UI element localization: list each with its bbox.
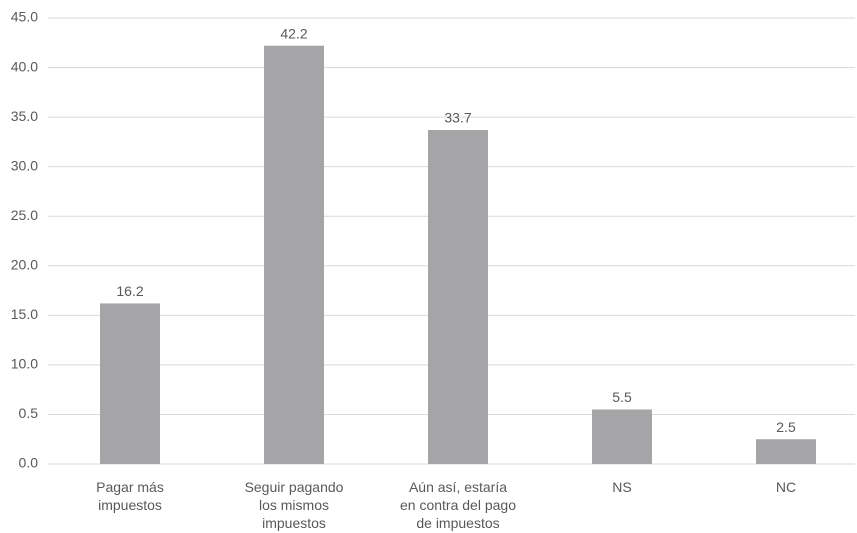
bar (756, 439, 816, 464)
data-label: 16.2 (116, 283, 143, 299)
y-tick-label: 15.0 (11, 306, 38, 322)
bar (264, 45, 324, 465)
data-label: 2.5 (776, 419, 796, 435)
x-tick-label: NS (612, 479, 632, 495)
bar (100, 303, 160, 464)
x-tick-label: Seguir pagando los mismos impuestos (244, 479, 344, 531)
y-tick-label: 30.0 (11, 157, 38, 173)
y-tick-label: 0.0 (19, 455, 39, 471)
y-tick-label: 45.0 (11, 9, 38, 25)
y-tick-label: 35.0 (11, 108, 38, 124)
x-tick-label: Pagar más impuestos (96, 479, 164, 513)
data-label: 5.5 (612, 389, 632, 405)
y-tick-label: 40.0 (11, 58, 38, 74)
x-tick-label: NC (775, 479, 797, 495)
y-tick-label: 10.0 (11, 356, 38, 372)
y-tick-label: 25.0 (11, 207, 38, 223)
data-label: 33.7 (444, 110, 471, 126)
y-tick-label: 0.5 (19, 405, 39, 421)
x-tick-label: Aún así, estaría en contra del pago de i… (400, 479, 516, 531)
data-label: 42.2 (280, 25, 307, 41)
y-tick-label: 20.0 (11, 256, 38, 272)
bar (592, 409, 652, 464)
bar (428, 129, 488, 465)
